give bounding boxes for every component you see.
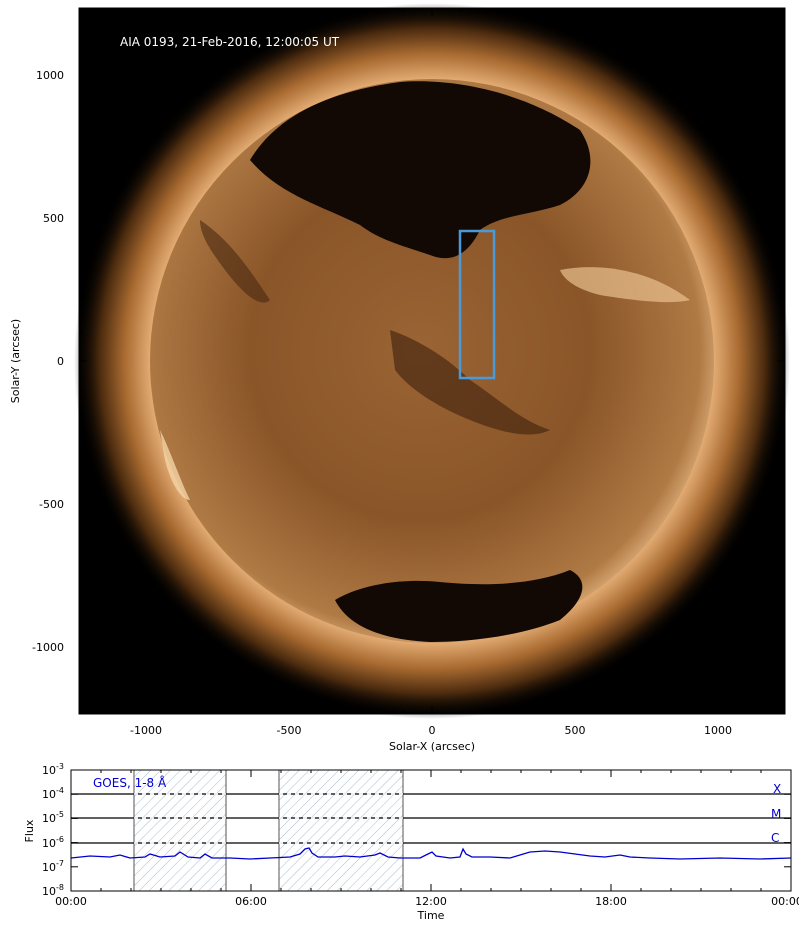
x-tick-label: 500: [565, 724, 586, 737]
goes-label: GOES, 1-8 Å: [93, 775, 167, 790]
x-tick-label: 1000: [704, 724, 732, 737]
goes-y-tick-label: 10-8: [42, 883, 64, 898]
y-tick-label: 1000: [36, 69, 64, 82]
goes-x-axis-label: Time: [417, 909, 445, 922]
y-tick-label: 0: [57, 355, 64, 368]
image-y-axis-label: Solar-Y (arcsec): [9, 319, 22, 403]
goes-flux-curve: [70, 847, 792, 860]
image-title: AIA 0193, 21-Feb-2016, 12:00:05 UT: [120, 35, 340, 49]
goes-x-tick-label: 06:00: [235, 895, 267, 908]
highlight-box: [458, 229, 496, 380]
coronal-hole-south: [335, 570, 583, 642]
solar-image-panel: AIA 0193, 21-Feb-2016, 12:00:05 UT -1000…: [9, 3, 790, 753]
goes-y-tick-label: 10-5: [42, 810, 64, 825]
goes-x-tick-label: 18:00: [595, 895, 627, 908]
bright-region-west: [560, 267, 690, 303]
class-label-x: X: [773, 782, 781, 796]
goes-y-tick-label: 10-7: [42, 859, 64, 874]
class-label-c: C: [771, 831, 779, 845]
goes-x-tick-label: 00:00: [771, 895, 799, 908]
goes-x-tick-label: 00:00: [55, 895, 87, 908]
class-label-m: M: [771, 807, 781, 821]
goes-y-axis-label: Flux: [23, 819, 36, 842]
y-tick-label: 500: [43, 212, 64, 225]
dark-filament-region: [390, 330, 550, 435]
goes-y-tick-label: 10-4: [42, 786, 64, 801]
goes-ticks: [70, 769, 792, 892]
y-tick-label: -1000: [32, 641, 64, 654]
x-tick-label: 0: [429, 724, 436, 737]
x-tick-label: -1000: [130, 724, 162, 737]
hatched-interval: [133, 769, 227, 892]
coronal-hole-north: [250, 81, 591, 259]
dark-filament-west: [200, 220, 270, 303]
hatched-interval: [278, 769, 404, 892]
goes-y-tick-label: 10-3: [42, 762, 64, 777]
goes-y-tick-label: 10-6: [42, 835, 64, 850]
goes-x-tick-label: 12:00: [415, 895, 447, 908]
image-x-axis-label: Solar-X (arcsec): [389, 740, 475, 753]
image-ticks: [79, 8, 785, 714]
bright-region-east: [160, 430, 190, 500]
goes-panel: GOES, 1-8 Å X M C 10-3 10-4 10-5 10-6 10…: [23, 762, 799, 922]
y-tick-label: -500: [39, 498, 64, 511]
x-tick-label: -500: [277, 724, 302, 737]
